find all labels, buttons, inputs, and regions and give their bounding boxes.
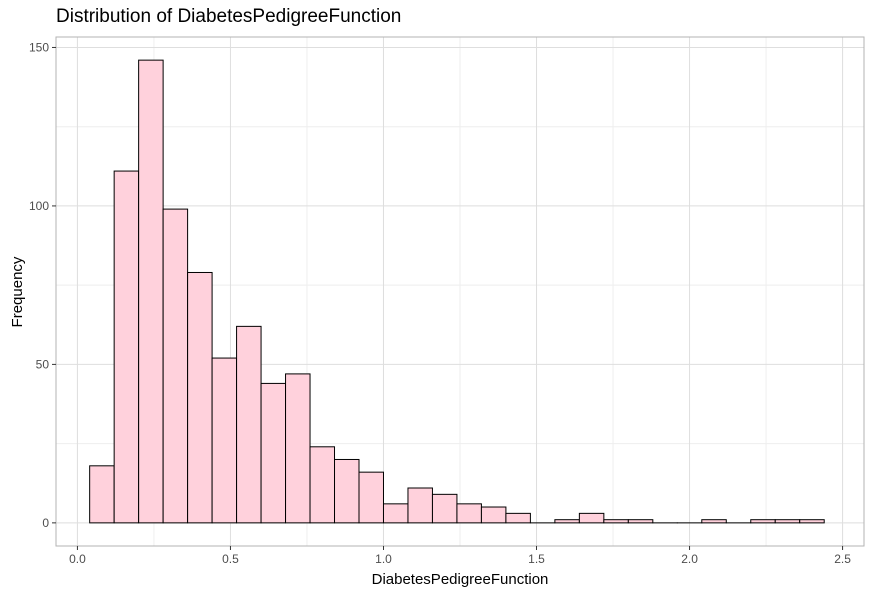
- y-tick-label: 50: [36, 357, 50, 371]
- histogram-bar: [236, 325, 262, 524]
- bars-layer: [89, 59, 825, 524]
- y-tick-label: 0: [42, 516, 49, 530]
- histogram-bar: [162, 208, 189, 524]
- x-tick-label: 0.5: [222, 552, 239, 566]
- y-tick-label: 100: [29, 199, 49, 213]
- histogram-bar: [334, 458, 360, 524]
- panel-border: [55, 36, 865, 547]
- x-tick-label: 2.0: [681, 552, 698, 566]
- histogram-bar: [309, 446, 336, 524]
- histogram-bar: [554, 519, 580, 524]
- y-tick-label: 150: [29, 40, 49, 54]
- chart-title: Distribution of DiabetesPedigreeFunction: [56, 6, 402, 27]
- histogram-bar: [211, 357, 238, 524]
- y-axis-title: Frequency: [9, 256, 26, 327]
- histogram-bar: [774, 519, 801, 524]
- histogram-bar: [505, 512, 531, 524]
- histogram-bar: [260, 382, 287, 524]
- x-axis-title: DiabetesPedigreeFunction: [372, 571, 549, 588]
- histogram-bar: [750, 519, 776, 524]
- x-tick-label: 0.0: [69, 552, 86, 566]
- histogram-bar: [358, 471, 384, 524]
- x-tick-label: 1.0: [375, 552, 392, 566]
- histogram-bar: [431, 493, 458, 524]
- histogram-bar: [407, 487, 433, 524]
- x-tick-label: 2.5: [834, 552, 851, 566]
- histogram-bar: [138, 59, 164, 524]
- histogram-bar: [799, 519, 825, 524]
- histogram-bar: [578, 512, 605, 524]
- histogram-bar: [187, 271, 213, 524]
- histogram-bar: [456, 503, 482, 524]
- x-tick-labels: 0.0 0.5 1.0 1.5 2.0 2.5: [69, 546, 851, 566]
- histogram-bar: [382, 503, 409, 524]
- histogram-bar: [285, 373, 311, 524]
- histogram-bar: [603, 519, 629, 524]
- histogram-bar: [480, 506, 507, 524]
- histogram-bar: [113, 170, 140, 524]
- histogram-bar: [627, 519, 654, 524]
- x-tick-label: 1.5: [528, 552, 545, 566]
- y-tick-labels: 0 50 100 150: [29, 40, 56, 530]
- histogram-bar: [701, 519, 727, 524]
- histogram-bar: [89, 465, 115, 524]
